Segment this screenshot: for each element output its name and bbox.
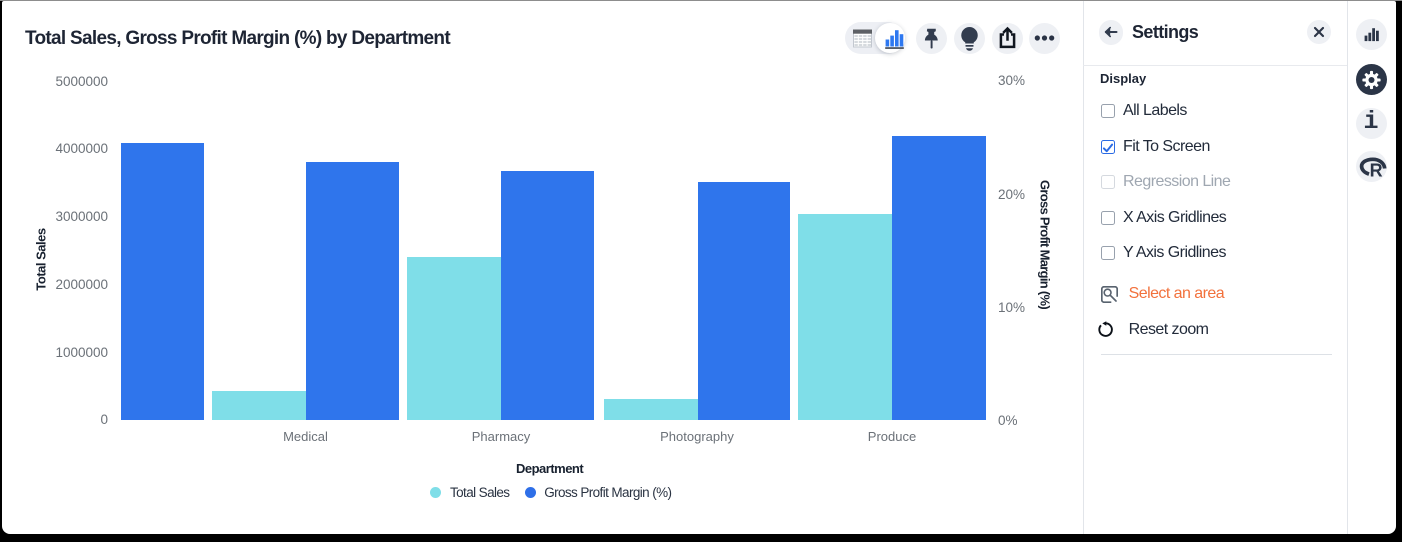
svg-text:R: R [1369, 160, 1382, 180]
